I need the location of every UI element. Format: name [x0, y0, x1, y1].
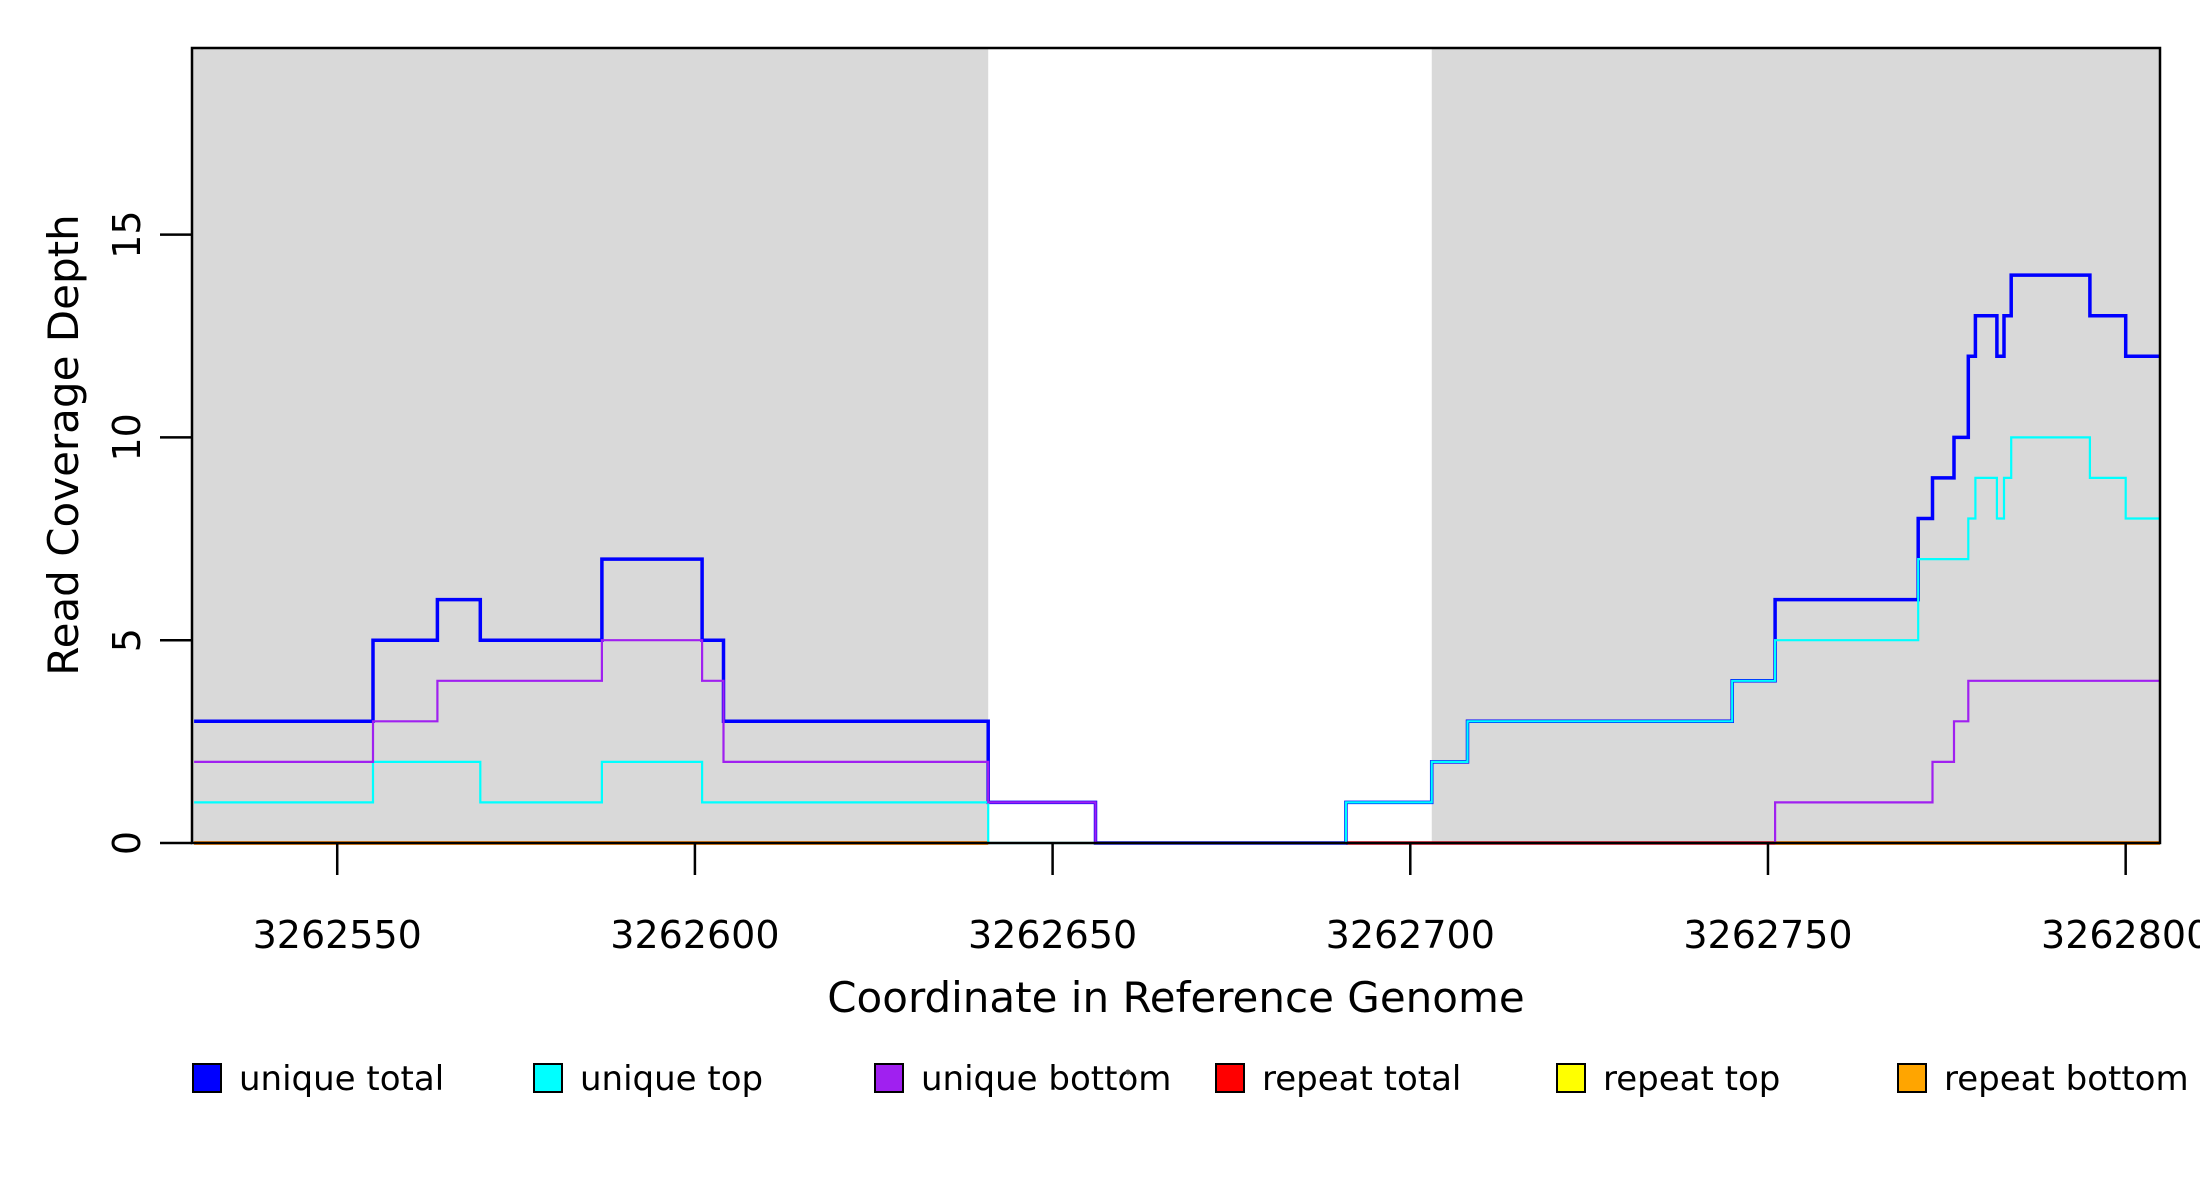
x-tick-label: 3262750: [1683, 913, 1852, 957]
legend-swatch-unique-top: [533, 1063, 563, 1093]
y-tick-label: 5: [105, 628, 149, 652]
legend-label: unique top: [580, 1059, 763, 1099]
y-tick-label: 0: [105, 831, 149, 855]
legend-item: unique bottom: [874, 1059, 1171, 1099]
x-tick-label: 3262800: [2041, 913, 2200, 957]
x-tick-label: 3262650: [968, 913, 1137, 957]
legend-item: repeat top: [1556, 1059, 1780, 1099]
x-tick-label: 3262600: [610, 913, 779, 957]
plot-border: [190, 46, 2162, 845]
x-axis-title: Coordinate in Reference Genome: [827, 973, 1525, 1022]
axes-layer: 3262550 3262600 3262650 3262700 3262750 32628…: [105, 210, 2200, 957]
legend-item: unique total: [192, 1059, 444, 1099]
shaded-repeat-regions: [192, 48, 2160, 843]
stray-point-mark: [1125, 1069, 1131, 1075]
legend-label: repeat bottom: [1944, 1059, 2189, 1099]
legend-swatch-repeat-total: [1215, 1063, 1245, 1093]
legend-label: unique total: [239, 1059, 444, 1099]
x-tick-label: 3262550: [253, 913, 422, 957]
legend-swatch-repeat-bottom: [1897, 1063, 1927, 1093]
legend-label: repeat top: [1603, 1059, 1780, 1099]
legend-swatch-repeat-top: [1556, 1063, 1586, 1093]
y-tick-label: 15: [105, 210, 149, 258]
series-line-unique-top: [194, 436, 2160, 845]
x-tick-label: 3262700: [1326, 913, 1495, 957]
legend-item: repeat total: [1215, 1059, 1461, 1099]
legend-label: repeat total: [1262, 1059, 1461, 1099]
legend-swatch-unique-bottom: [874, 1063, 904, 1093]
series-line-unique-bottom: [194, 639, 2160, 845]
y-tick-label: 10: [105, 413, 149, 461]
shaded-region: [192, 48, 989, 843]
y-axis-title: Read Coverage Depth: [39, 214, 88, 675]
shaded-region: [1431, 48, 2160, 843]
legend-label: unique bottom: [921, 1059, 1171, 1099]
legend-item: unique top: [533, 1059, 763, 1099]
legend: unique total unique top unique bottom repea…: [192, 1059, 2189, 1099]
legend-swatch-unique-total: [192, 1063, 222, 1093]
legend-item: repeat bottom: [1897, 1059, 2189, 1099]
